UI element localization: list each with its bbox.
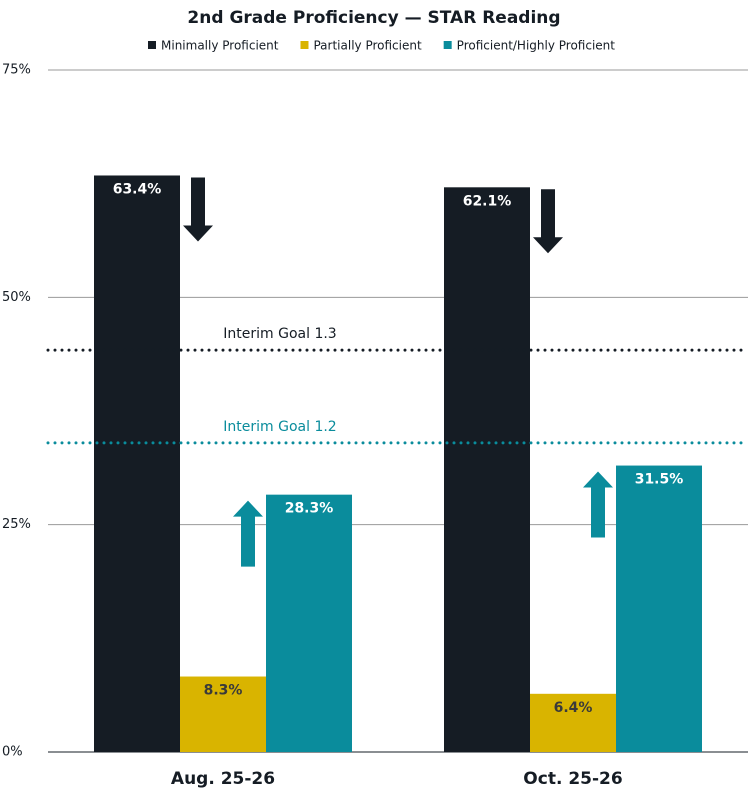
- y-tick-label: 25%: [2, 517, 31, 532]
- value-label: 6.4%: [554, 700, 593, 716]
- legend-label: Proficient/Highly Proficient: [457, 39, 616, 53]
- bar: [444, 187, 530, 752]
- legend-label: Partially Proficient: [313, 39, 421, 53]
- value-label: 63.4%: [113, 181, 162, 197]
- bar: [266, 494, 352, 752]
- legend-swatch: [148, 41, 156, 49]
- chart-title: 2nd Grade Proficiency — STAR Reading: [187, 8, 560, 28]
- bar: [530, 693, 616, 752]
- legend-label: Minimally Proficient: [161, 39, 279, 53]
- trend-arrow: [233, 500, 263, 567]
- legend-swatch: [443, 41, 452, 49]
- value-label: 28.3%: [285, 501, 334, 517]
- bar: [616, 465, 702, 752]
- reference-label: Interim Goal 1.3: [223, 326, 336, 342]
- trend-arrow: [183, 177, 213, 242]
- reference-label: Interim Goal 1.2: [223, 419, 336, 435]
- y-tick-label: 50%: [2, 290, 31, 305]
- bar: [180, 676, 266, 752]
- x-tick-label: Aug. 25-26: [171, 769, 275, 789]
- bar: [94, 175, 180, 752]
- trend-arrow: [533, 189, 563, 254]
- legend-swatch: [300, 41, 309, 49]
- trend-arrow: [583, 471, 613, 538]
- value-label: 31.5%: [635, 472, 684, 488]
- value-label: 62.1%: [463, 193, 512, 209]
- x-tick-label: Oct. 25-26: [523, 769, 622, 789]
- value-label: 8.3%: [204, 683, 243, 699]
- y-tick-label: 0%: [2, 745, 23, 760]
- y-tick-label: 75%: [2, 63, 31, 78]
